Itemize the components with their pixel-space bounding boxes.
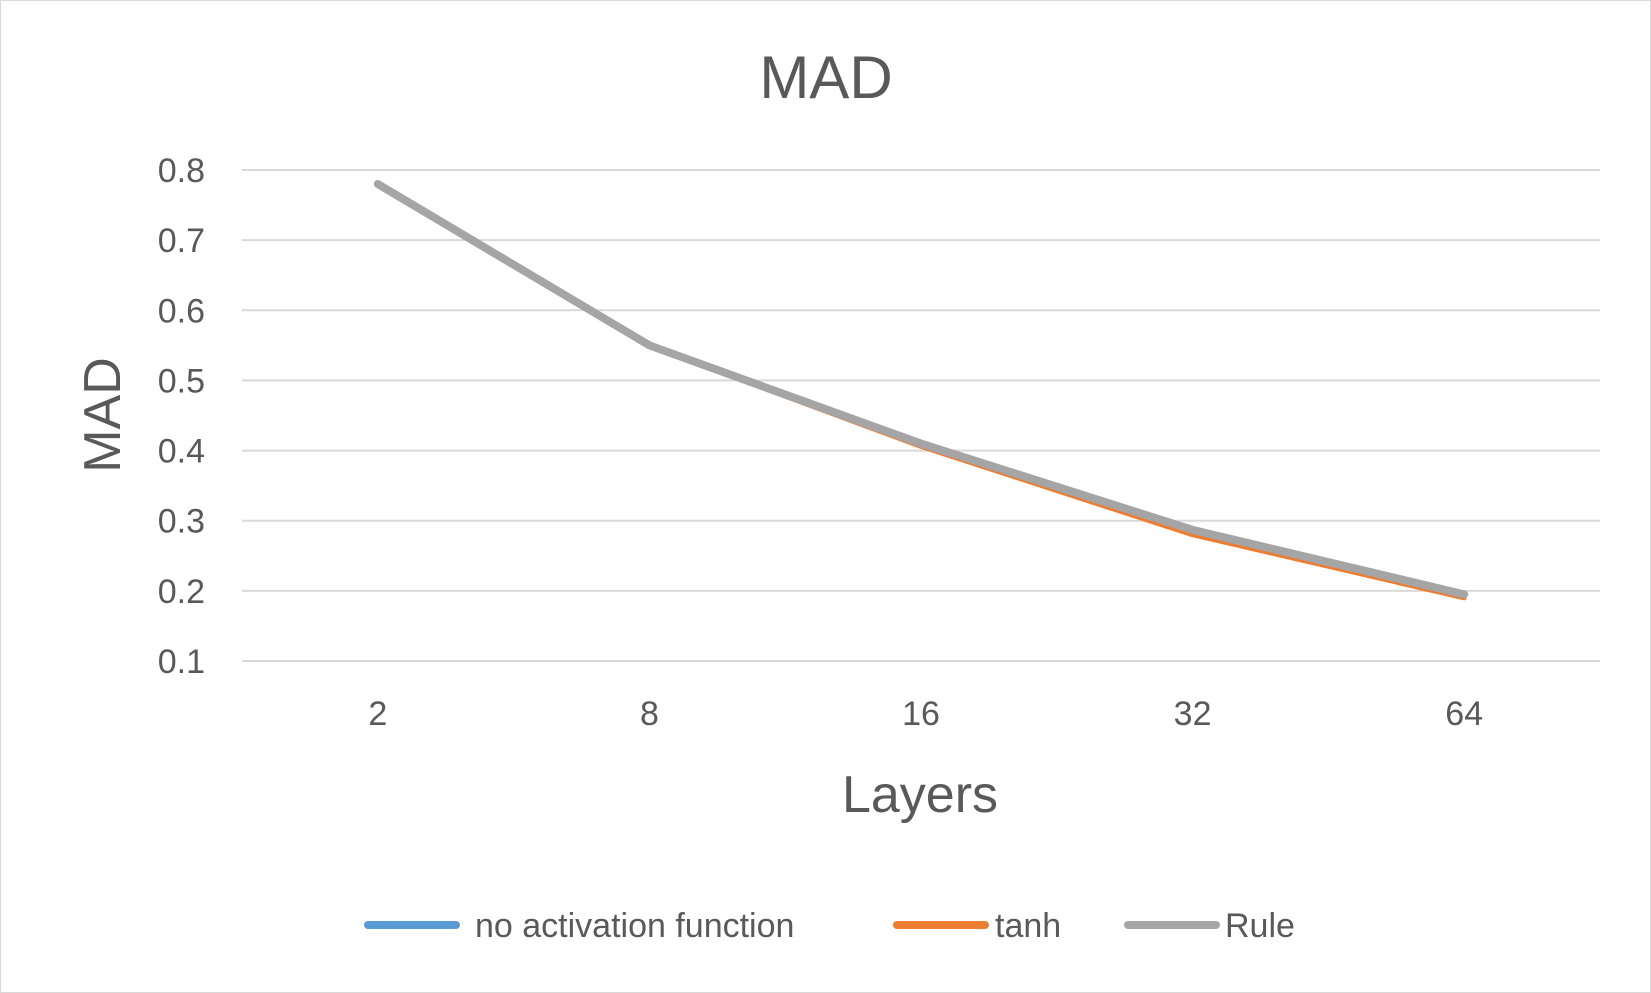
legend: no activation function tanh Rule — [364, 907, 1295, 945]
series-lines — [373, 180, 1469, 601]
y-tick-label: 0.4 — [158, 433, 205, 471]
y-tick-label: 0.2 — [158, 573, 205, 611]
y-axis-title: MAD — [74, 357, 132, 473]
x-tick-label: 2 — [368, 695, 387, 733]
y-tick-label: 0.3 — [158, 503, 205, 541]
y-tick-label: 0.1 — [158, 643, 205, 681]
series-line-0 — [375, 181, 1467, 599]
x-axis-title: Layers — [842, 766, 998, 824]
x-tick-label: 16 — [902, 695, 940, 733]
series-line-2 — [373, 180, 1469, 599]
x-tick-label: 32 — [1174, 695, 1212, 733]
x-tick-label: 64 — [1445, 695, 1483, 733]
chart-title: MAD — [759, 44, 892, 111]
y-axis-ticks: 0.1 0.2 0.3 0.4 0.5 0.6 0.7 0.8 — [158, 152, 205, 681]
y-tick-label: 0.6 — [158, 292, 205, 330]
y-tick-label: 0.7 — [158, 222, 205, 260]
y-tick-label: 0.5 — [158, 362, 205, 400]
x-axis-ticks: 2 8 16 32 64 — [368, 695, 1483, 733]
legend-label: Rule — [1225, 907, 1295, 945]
series-line-1 — [375, 181, 1467, 601]
gridlines — [242, 169, 1600, 662]
y-tick-label: 0.8 — [158, 152, 205, 190]
legend-label: tanh — [995, 907, 1061, 945]
legend-label: no activation function — [475, 907, 794, 945]
x-tick-label: 8 — [640, 695, 659, 733]
